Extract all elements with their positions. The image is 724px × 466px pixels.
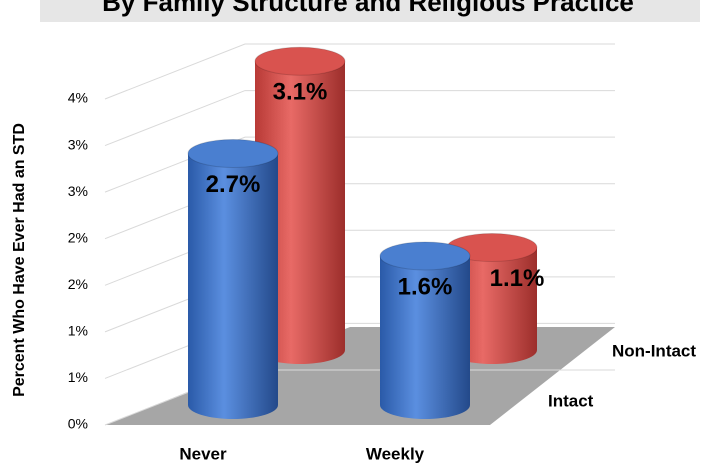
data-label: 1.6%: [398, 273, 453, 300]
cylinder-top: [379, 241, 471, 271]
y-tick-label: 3%: [68, 183, 88, 199]
chart-title: By Family Structure and Religious Practi…: [102, 0, 634, 17]
y-tick-label: 1%: [68, 323, 88, 339]
cylinder-top: [254, 46, 346, 76]
y-tick-label: 4%: [68, 90, 88, 106]
x-tick-label: Never: [179, 444, 227, 463]
y-tick-label: 2%: [68, 276, 88, 292]
title-band: [40, 0, 700, 22]
legend-label: Non-Intact: [612, 341, 696, 360]
y-tick-label: 3%: [68, 136, 88, 152]
grid-line: [104, 43, 615, 100]
data-label: 3.1%: [273, 79, 328, 106]
data-label: 2.7%: [206, 171, 261, 198]
cylinder: [380, 255, 470, 419]
grid-line: [104, 136, 615, 193]
legend-label: Intact: [548, 391, 594, 410]
y-axis-label: Percent Who Have Ever Had an STD: [11, 123, 28, 397]
grid-line: [104, 90, 615, 147]
floor: [105, 327, 615, 425]
cylinder: [188, 153, 278, 419]
y-tick-label: 2%: [68, 229, 88, 245]
data-label: 1.1%: [490, 265, 545, 292]
y-tick-label: 0%: [68, 416, 88, 432]
cylinder-top: [187, 139, 279, 169]
x-tick-label: Weekly: [366, 444, 425, 463]
y-tick-label: 1%: [68, 369, 88, 385]
